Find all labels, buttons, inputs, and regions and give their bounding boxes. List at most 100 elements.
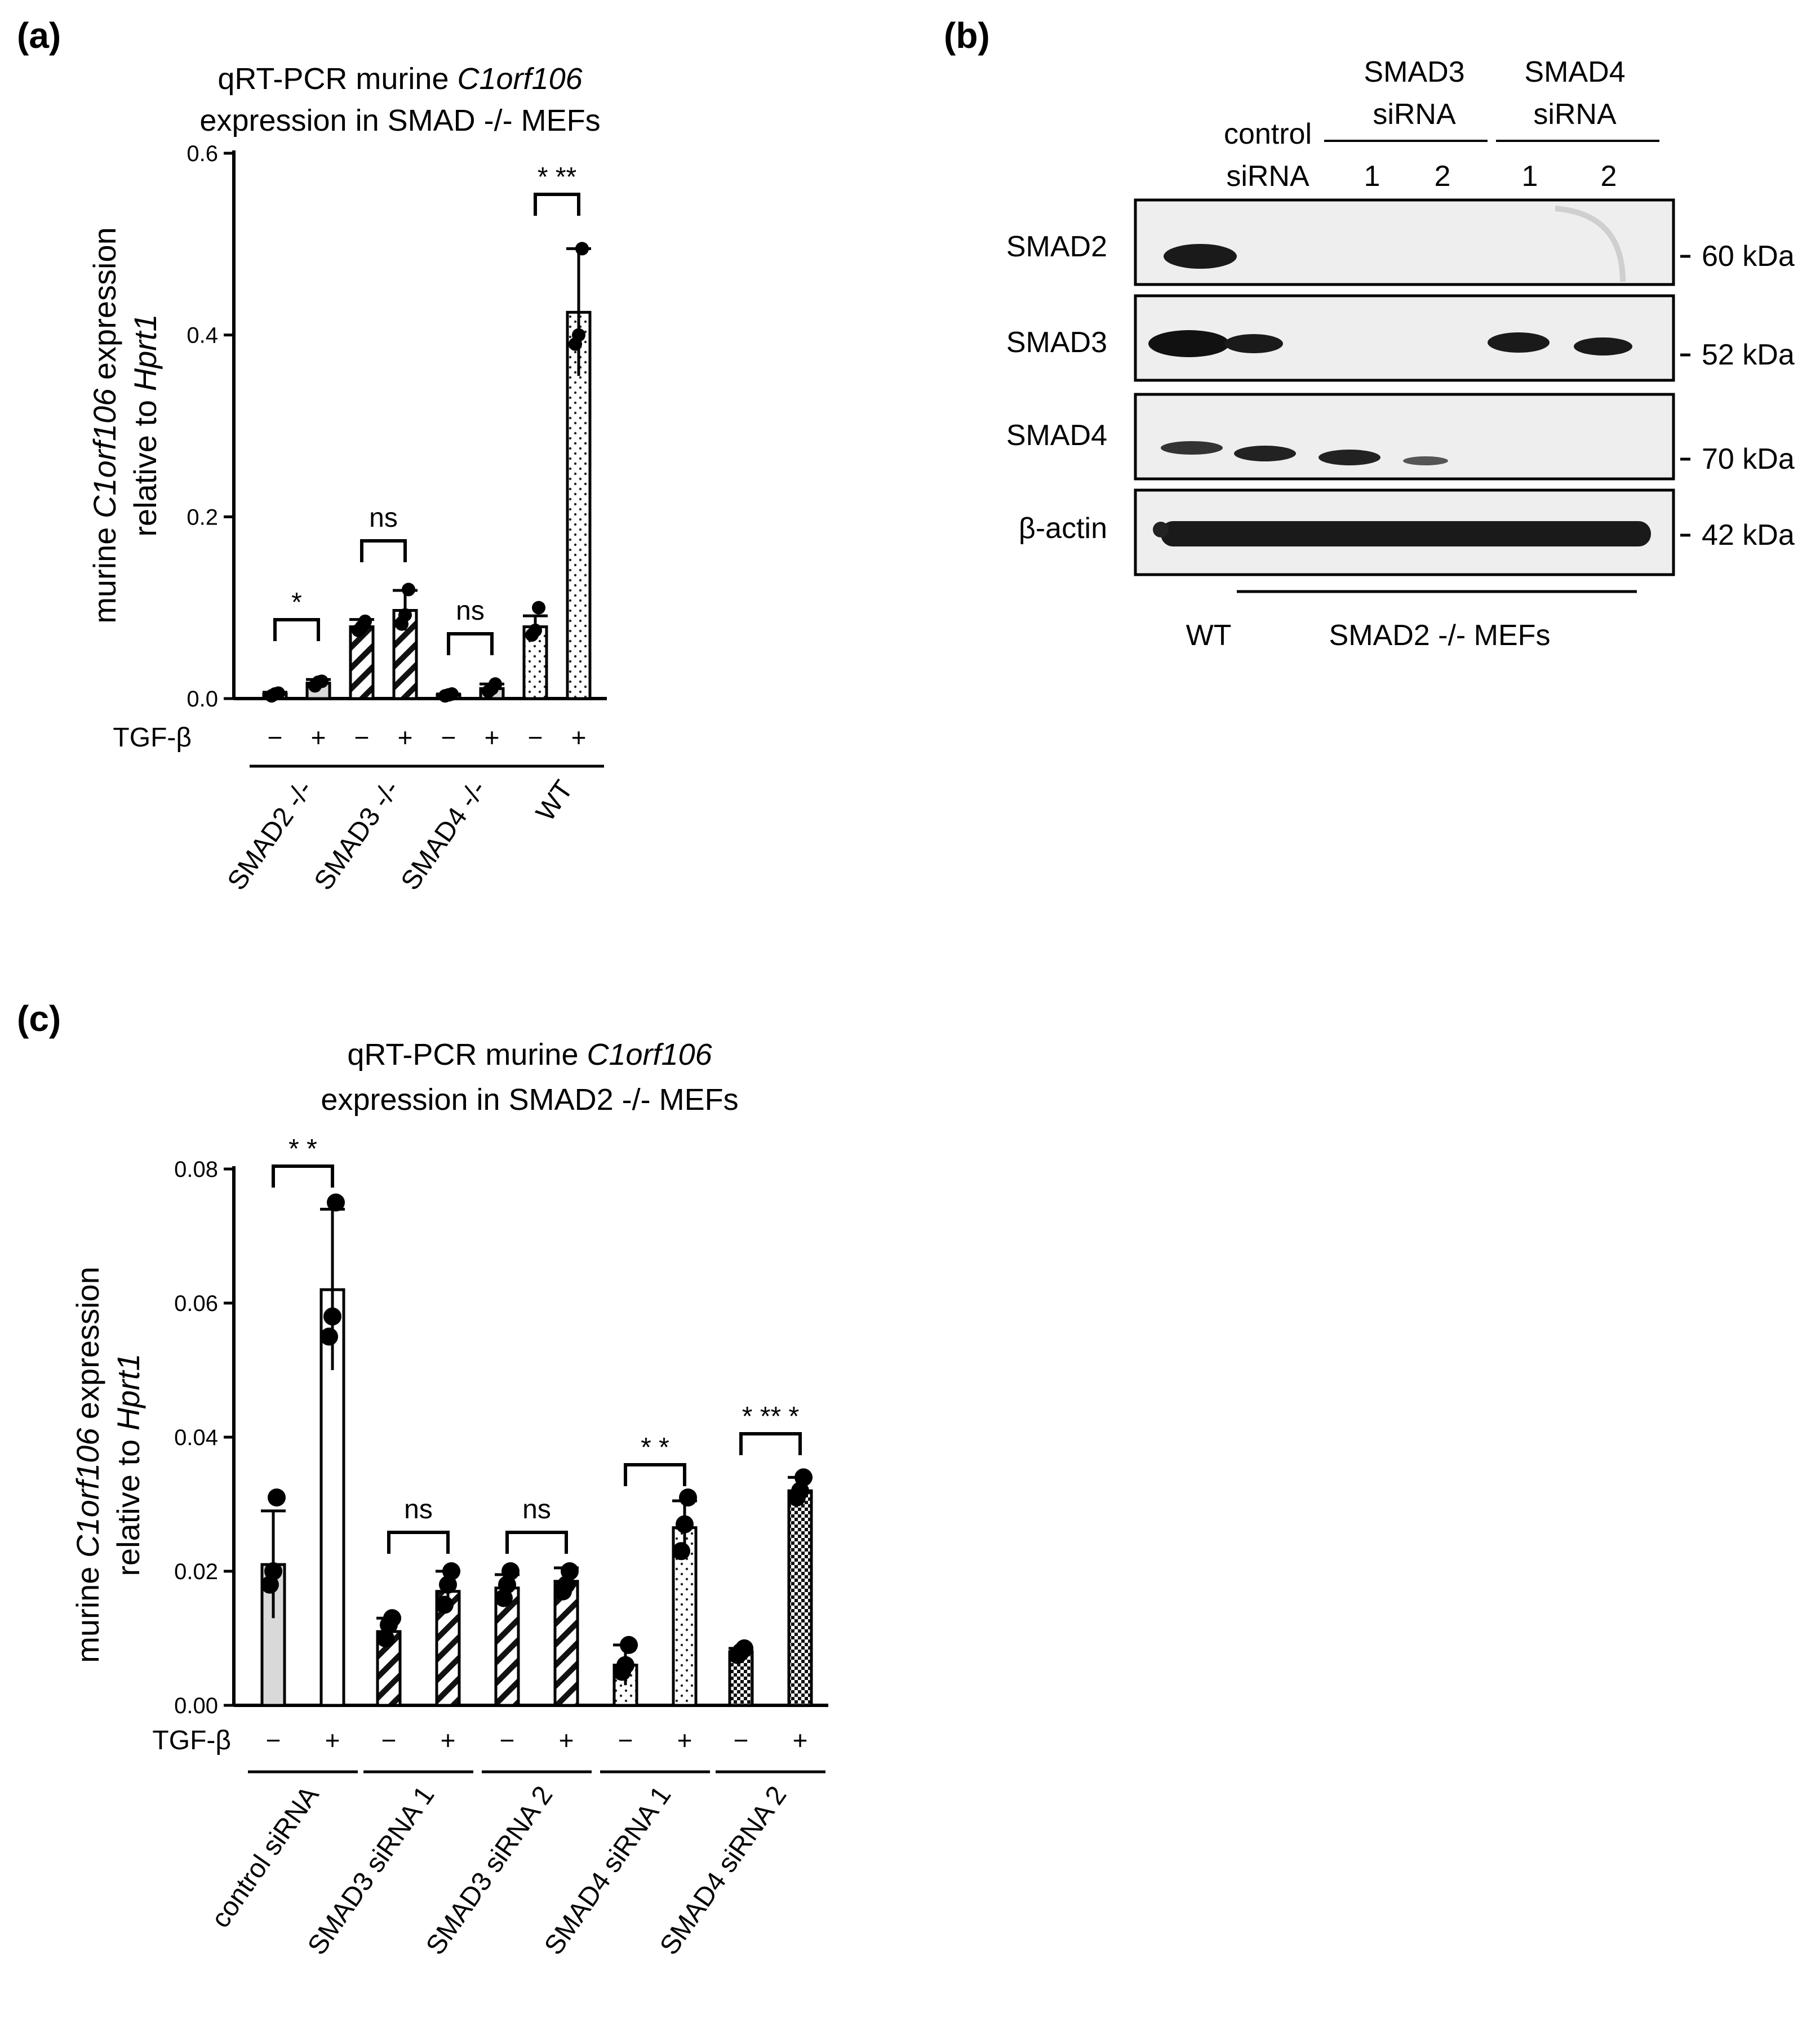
y-tick-label: 0.4 [187,323,218,348]
panel-a-tgf-label: TGF-β [113,723,192,753]
header-smad3-line1: SMAD3 [1364,56,1464,88]
group-label: SMAD3 siRNA 2 [420,1781,558,1961]
significance-bracket [272,1164,334,1188]
tgf-plus: + [441,1726,456,1755]
header-smad4-line1: SMAD4 [1524,56,1625,88]
significance-label: ns [456,596,485,626]
group-label: SMAD2 -/- [222,775,319,896]
data-point [561,1562,579,1580]
data-point [323,1307,341,1326]
tgf-plus: + [793,1726,808,1755]
tgf-plus: + [398,723,413,752]
data-point [575,242,589,256]
header-control-line2: siRNA [1226,160,1309,193]
data-point [794,1468,813,1487]
y-tick-label: 0.00 [174,1693,218,1718]
blot-size-smad3: 52 kDa [1702,339,1795,371]
data-point [383,1609,401,1628]
blot-column-headers: control siRNA SMAD3 siRNA SMAD4 siRNA 1 … [1224,56,1659,193]
blot-label-actin: β-actin [1019,512,1107,545]
panel-c-ylabel: murine C1orf106 expression relative to H… [70,1266,146,1663]
bar [787,1489,813,1707]
data-point [616,1656,634,1674]
svg-text:relative to Hprt1: relative to Hprt1 [110,1353,146,1576]
y-tick-label: 0.0 [187,687,218,712]
band-smad2-wt [1164,244,1237,269]
significance-bracket [387,1531,450,1554]
y-tick-label: 0.02 [174,1559,218,1584]
significance-bracket [447,632,494,655]
data-point [436,1595,454,1614]
blot-row-smad2: SMAD2 60 kDa [1006,198,1795,286]
y-tick-label: 0.08 [174,1157,218,1182]
tgf-minus: − [734,1726,749,1755]
y-tick-label: 0.06 [174,1291,218,1316]
blot-size-smad4: 70 kDa [1702,443,1795,475]
tgf-minus: − [354,723,370,752]
tgf-minus: − [266,1726,281,1755]
blot-row-actin: β-actin 42 kDa [1019,488,1795,576]
group-label: SMAD4 siRNA 1 [539,1781,677,1961]
data-point [532,601,545,615]
data-point [398,608,412,622]
group-label: SMAD3 -/- [309,775,406,896]
significance-bracket [739,1432,802,1455]
data-point [268,1488,286,1507]
tgf-plus: + [325,1726,340,1755]
data-point [489,677,502,691]
significance-label: * * [641,1433,669,1463]
header-smad3-line2: siRNA [1373,98,1456,131]
panel-c-label: (c) [17,998,61,1039]
data-point [272,686,285,700]
significance-bracket [624,1463,686,1486]
panel-a-ylabel: murine C1orf106 expression relative to H… [87,227,163,623]
lane-num-4: 2 [1601,160,1617,193]
lane-num-3: 1 [1522,160,1538,193]
svg-text:relative to Hprt1: relative to Hprt1 [127,314,163,536]
panel-c-tgf-label: TGF-β [152,1726,231,1755]
data-point [358,614,372,628]
y-tick-label: 0.6 [187,141,218,166]
data-point [442,1562,460,1580]
panel-b-label: (b) [944,15,990,56]
significance-label: * ** [538,162,576,192]
blot-label-smad3: SMAD3 [1006,326,1107,359]
data-point [445,687,459,701]
panel-c-title-line1: qRT-PCR murine C1orf106 [347,1038,712,1072]
blot-label-smad2: SMAD2 [1006,230,1107,263]
significance-bracket [505,1531,568,1554]
significance-label: * ** * [742,1402,799,1432]
y-tick-label: 0.04 [174,1425,218,1450]
data-point [735,1639,753,1657]
data-point [320,1327,338,1346]
panel-a-title-line2: expression in SMAD -/- MEFs [199,104,600,137]
significance-label: ns [522,1495,551,1524]
svg-text:murine C1orf106 expression: murine C1orf106 expression [70,1266,105,1663]
header-smad4-line2: siRNA [1533,98,1617,131]
blot-size-smad2: 60 kDa [1702,240,1795,273]
data-point [402,583,415,597]
panel-a-label: (a) [17,15,61,56]
blot-bottom-wt: WT [1186,619,1232,652]
tgf-minus: − [381,1726,397,1755]
blot-label-smad4: SMAD4 [1006,419,1107,452]
tgf-plus: + [485,723,500,752]
significance-label: * * [288,1134,317,1164]
panel-c-chart: 0.00 0.02 0.04 0.06 0.08 − + − + − + − + − + * * ns ns * *… [174,1134,828,1961]
tgf-minus: − [268,723,283,752]
panel-c-title-line2: expression in SMAD2 -/- MEFs [321,1083,738,1117]
tgf-minus: − [500,1726,515,1755]
significance-bracket [360,539,407,562]
tgf-plus: + [311,723,326,752]
blot-size-actin: 42 kDa [1702,519,1795,552]
blot-bottom-mefs: SMAD2 -/- MEFs [1329,619,1551,652]
data-point [315,674,329,688]
significance-bracket [273,618,320,641]
group-label: WT [530,775,579,827]
significance-label: ns [404,1495,433,1524]
group-label: SMAD3 siRNA 1 [302,1781,440,1961]
data-point [572,328,585,342]
bar [349,625,375,700]
